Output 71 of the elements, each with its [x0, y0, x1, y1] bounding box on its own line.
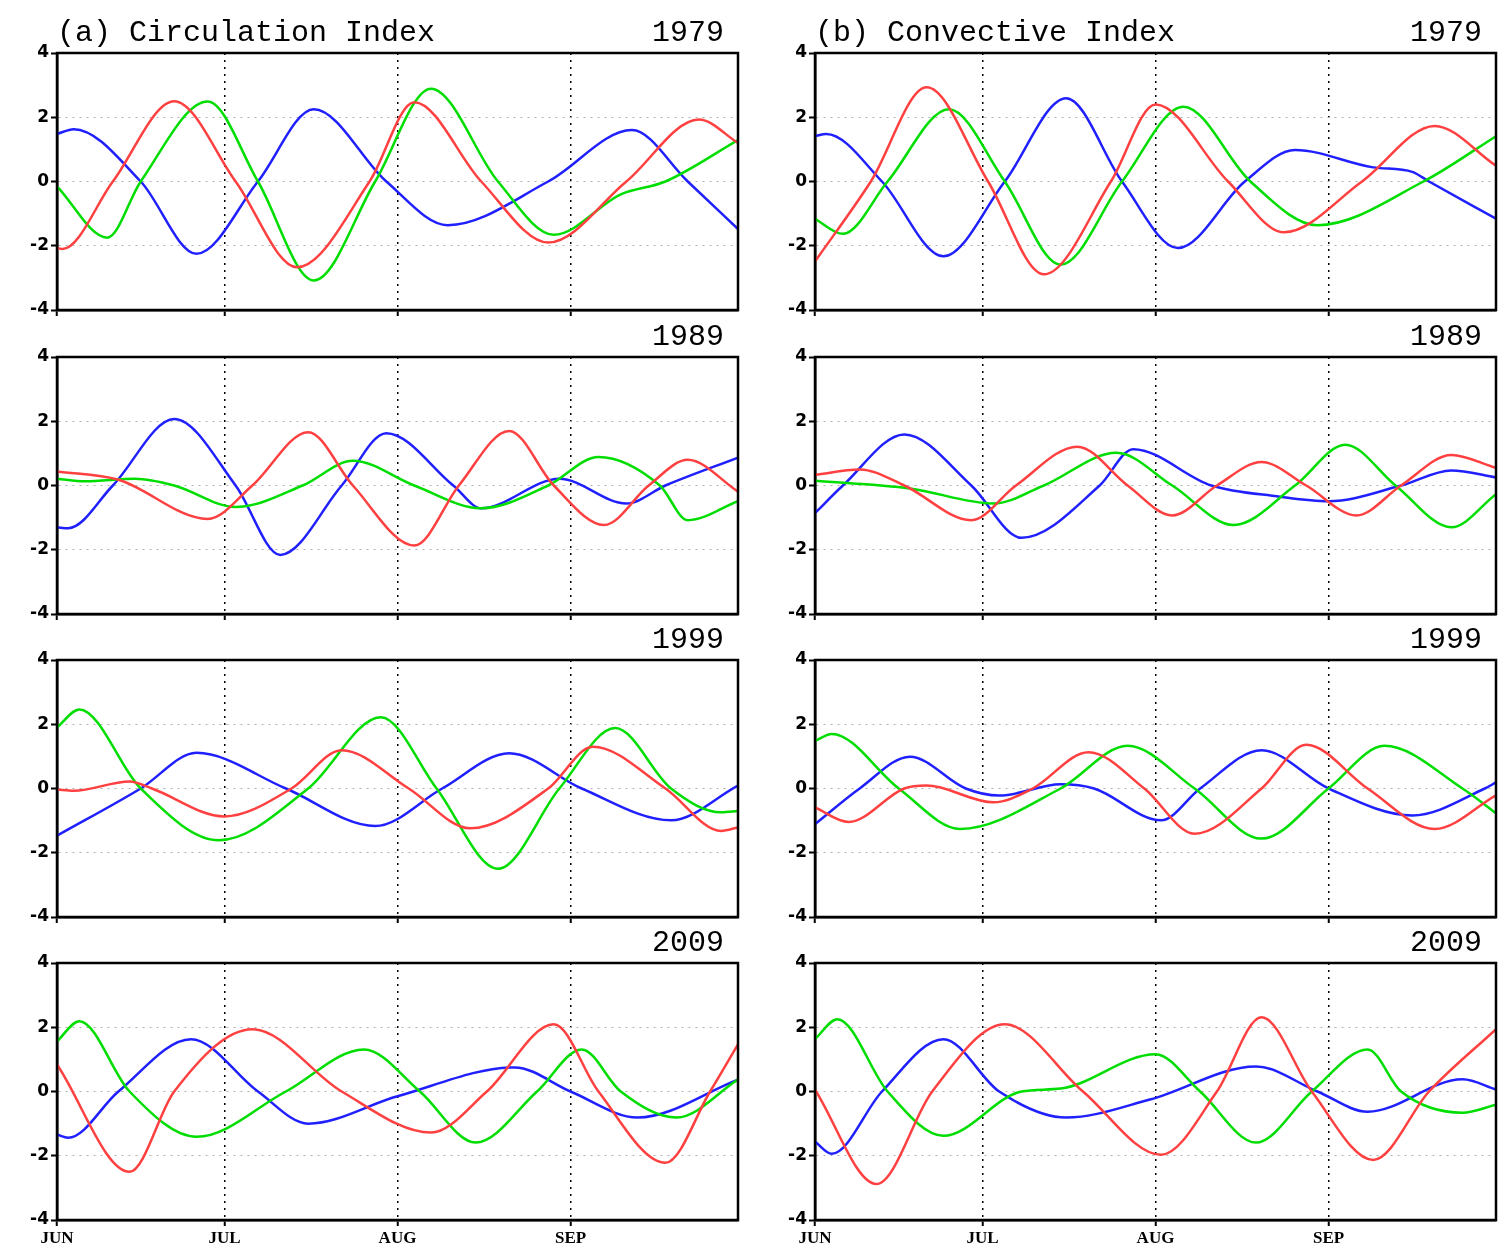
chart-title: 1989: [1409, 320, 1482, 354]
y-tick-label: 2: [37, 409, 49, 430]
chart-subtitle: (b) Convective Index: [815, 16, 1176, 50]
y-tick-label: 4: [795, 345, 808, 366]
y-tick-label: 4: [37, 648, 50, 669]
y-tick-label: 2: [37, 105, 49, 126]
y-tick-label: 2: [37, 1015, 49, 1036]
y-tick-label: -2: [788, 234, 807, 255]
y-tick-label: 0: [795, 473, 808, 494]
y-tick-label: -2: [30, 1144, 49, 1165]
line-series: [815, 1016, 1496, 1186]
y-tick-label: -4: [30, 1208, 50, 1229]
x-tick-label: JUN: [40, 1227, 75, 1247]
chart-title: 1979: [1409, 16, 1482, 50]
y-tick-label: -2: [788, 841, 807, 862]
chart-title: 1979: [651, 16, 724, 50]
y-tick-label: 4: [37, 951, 50, 972]
y-tick-label: 2: [795, 105, 807, 126]
chart-title: 2009: [651, 926, 724, 960]
line-series: [815, 749, 1496, 826]
y-tick-label: 2: [795, 409, 807, 430]
line-series: [815, 86, 1496, 276]
chart-title: 1999: [651, 623, 724, 657]
y-tick-label: 0: [37, 1079, 50, 1100]
line-series: [57, 1019, 738, 1144]
line-series: [57, 708, 738, 871]
y-tick-label: 0: [795, 776, 808, 797]
y-tick-label: 4: [795, 951, 808, 972]
y-tick-label: 4: [37, 345, 50, 366]
y-tick-label: -4: [788, 905, 808, 926]
x-tick-label: AUG: [378, 1227, 417, 1247]
chart-title: 1989: [651, 320, 724, 354]
line-series: [815, 433, 1496, 540]
chart-title: 1999: [1409, 623, 1482, 657]
y-tick-label: 2: [795, 1015, 807, 1036]
y-tick-label: -2: [30, 234, 49, 255]
line-series: [57, 455, 738, 522]
line-series: [57, 1037, 738, 1140]
x-tick-label: JUL: [208, 1227, 241, 1247]
y-tick-label: 4: [795, 648, 808, 669]
line-series: [57, 417, 738, 557]
y-tick-label: 0: [795, 1079, 808, 1100]
x-tick-label: SEP: [1312, 1227, 1345, 1247]
y-tick-label: -2: [30, 841, 49, 862]
y-tick-label: 0: [37, 473, 50, 494]
y-tick-label: -4: [788, 298, 808, 319]
y-tick-label: 0: [37, 776, 50, 797]
y-tick-label: -2: [788, 538, 807, 559]
line-series: [815, 1037, 1496, 1156]
x-tick-label: SEP: [554, 1227, 587, 1247]
y-tick-label: 4: [37, 41, 50, 62]
y-tick-label: -4: [30, 298, 50, 319]
x-tick-label: AUG: [1136, 1227, 1175, 1247]
line-series: [57, 1023, 738, 1174]
y-tick-label: -2: [30, 538, 49, 559]
y-tick-label: -4: [30, 602, 50, 623]
chart-title: 2009: [1409, 926, 1482, 960]
x-tick-label: JUN: [798, 1227, 833, 1247]
y-tick-label: -2: [788, 1144, 807, 1165]
chart-subtitle: (a) Circulation Index: [57, 16, 436, 50]
y-tick-label: 2: [795, 712, 807, 733]
line-series: [57, 429, 738, 547]
y-tick-label: -4: [788, 1208, 808, 1229]
y-tick-label: -4: [788, 602, 808, 623]
y-tick-label: 2: [37, 712, 49, 733]
y-tick-label: 0: [37, 169, 50, 190]
y-tick-label: 4: [795, 41, 808, 62]
y-tick-label: 0: [795, 169, 808, 190]
line-series: [815, 1017, 1496, 1144]
y-tick-label: -4: [30, 905, 50, 926]
x-tick-label: JUL: [966, 1227, 999, 1247]
